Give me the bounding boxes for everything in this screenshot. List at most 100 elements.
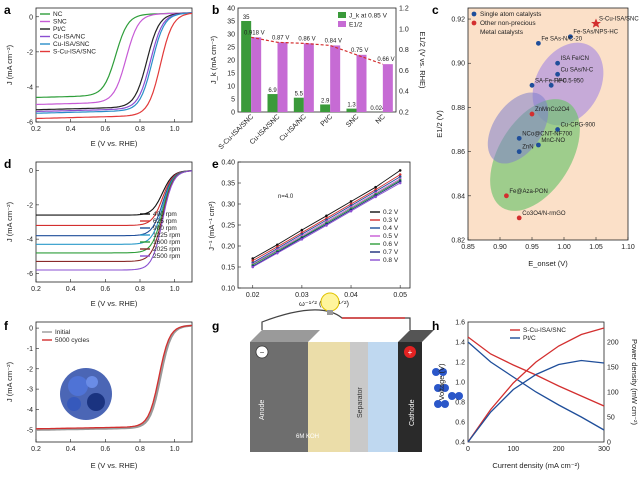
panel-b-legend-swatch-e12: [338, 21, 346, 27]
panel-f-ytick-1: -1: [27, 346, 33, 353]
light-bulb-icon: [321, 293, 339, 311]
panel-h-ylabel-left: Voltage (V): [437, 363, 446, 401]
panel-e-legend-label-1: 0.3 V: [383, 217, 399, 224]
panel-a-letter: a: [4, 3, 11, 17]
panel-h-xtick-1: 100: [507, 446, 519, 453]
panel-c-point-label-11: ZnN: [522, 145, 533, 151]
panel-c-xtick-3: 1.00: [557, 244, 571, 251]
panel-d-ytick-3: -6: [27, 271, 33, 278]
panel-e-ylabel: J⁻¹ (mA⁻¹ cm²): [207, 201, 216, 251]
panel-h-ytick-left-4: 1.2: [455, 360, 465, 367]
panel-h-ytick-left-5: 1.4: [455, 340, 465, 347]
panel-a-legend-label-1: SNC: [53, 19, 67, 26]
panel-b-letter: b: [212, 3, 219, 17]
panel-b-bar-jk-1: [267, 94, 277, 112]
panel-e-series-6: [253, 183, 401, 267]
panel-d-legend-label-5: 2025 rpm: [153, 246, 180, 253]
panel-f-ytick-5: -5: [27, 427, 33, 434]
panel-h-ytick-left-2: 0.8: [455, 400, 465, 407]
panel-e-annotation: n=4.0: [278, 194, 294, 200]
panel-d-ylabel: J (mA cm⁻²): [5, 201, 14, 242]
panel-c-point-9: [517, 136, 522, 141]
panel-b-legend-e12: E1/2: [349, 22, 363, 29]
panel-d-xlabel: E (V vs. RHE): [91, 299, 138, 308]
panel-c-point-label-6: Fe-0.5-950: [554, 78, 584, 84]
panel-c-point-label-3: ISA Fe/CN: [561, 56, 589, 62]
panel-b-category-4: SNC: [345, 113, 360, 128]
panel-a-xlabel: E (V vs. RHE): [91, 139, 138, 148]
panel-e-xtick-1: 0.03: [295, 292, 309, 299]
panel-c-point-label-1: Fe-SAs/NPS-HC: [573, 30, 618, 36]
panel-e-legend-label-6: 0.8 V: [383, 257, 399, 264]
panel-h-xtick-0: 0: [466, 446, 470, 453]
panel-a-legend-label-4: Cu-ISA/SNC: [53, 41, 90, 48]
panel-c-xlabel: E_onset (V): [528, 259, 568, 268]
panel-e-ytick-1: 0.15: [221, 265, 235, 272]
panel-a-ylabel: J (mA cm⁻²): [5, 44, 14, 85]
panel-h-ytick-right-3: 150: [607, 365, 619, 372]
panel-f-xtick-3: 0.8: [135, 446, 145, 453]
panel-e-ytick-3: 0.25: [221, 223, 235, 230]
panel-d-letter: d: [4, 157, 11, 171]
panel-b-e12-label-5: 0.66 V: [377, 57, 394, 63]
panel-d-ytick-1: -2: [27, 202, 33, 209]
panel-b-bar-e12-4: [357, 55, 367, 112]
panel-f-ytick-3: -3: [27, 387, 33, 394]
panel-b-e12-label-1: 0.87 V: [272, 35, 289, 41]
panel-b-ylabel-left: J_k (mA cm⁻²): [209, 35, 218, 84]
panel-b-category-5: NC: [375, 113, 387, 125]
panel-c-legend-marker-1: [472, 21, 477, 26]
panel-h-ytick-left-3: 1.0: [455, 380, 465, 387]
panel-h-letter: h: [432, 319, 439, 333]
panel-h-legend-label-0: S-Cu-ISA/SNC: [523, 327, 566, 334]
panel-f-ylabel: J (mA cm⁻²): [5, 361, 14, 402]
panel-e-legend-label-3: 0.5 V: [383, 233, 399, 240]
panel-d-ytick-0: 0: [29, 168, 33, 175]
panel-h-ytick-left-1: 0.6: [455, 420, 465, 427]
panel-b-ytick-left-4: 20: [227, 58, 235, 65]
panel-c-letter: c: [432, 3, 439, 17]
panel-b-ytick-left-6: 30: [227, 32, 235, 39]
panel-d-legend-label-4: 1600 rpm: [153, 239, 180, 246]
panel-a-ytick-1: -2: [27, 49, 33, 56]
panel-h-ytick-right-2: 100: [607, 390, 619, 397]
panel-c-point-3: [555, 61, 560, 66]
panel-b-ytick-right-3: 0.8: [399, 47, 409, 54]
panel-d-xtick-3: 0.8: [135, 286, 145, 293]
panel-c-point-label-2: Fe SAs-N/C-20: [541, 36, 582, 42]
panel-a-legend-label-2: Pt/C: [53, 26, 66, 33]
panel-e-letter: e: [212, 157, 219, 171]
panel-a-xtick-1: 0.4: [66, 126, 76, 133]
panel-c-point-2: [536, 41, 541, 46]
panel-e-legend-label-5: 0.7 V: [383, 249, 399, 256]
panel-f-xtick-2: 0.6: [100, 446, 110, 453]
panel-h-ytick-right-4: 200: [607, 340, 619, 347]
panel-c-point-12: [504, 193, 509, 198]
plus-sign: +: [408, 348, 413, 357]
panel-b-bar-jk-label-2: 5.5: [295, 92, 304, 98]
anode-label: Anode: [259, 400, 266, 420]
panel-d-legend-label-3: 1225 rpm: [153, 232, 180, 239]
panel-c-point-6: [549, 83, 554, 88]
panel-b-bar-jk-4: [346, 109, 356, 112]
panel-c-point-label-13: Co3O4/N-rmGO: [522, 211, 566, 217]
panel-b-ytick-right-0: 0.2: [399, 110, 409, 117]
panel-c-ytick-1: 0.84: [451, 193, 465, 200]
panel-c-point-10: [536, 143, 541, 148]
panel-c-xtick-4: 1.05: [589, 244, 603, 251]
panel-h-ytick-right-1: 50: [607, 415, 615, 422]
panel-d-legend-label-0: 400 rpm: [153, 211, 177, 218]
panel-b-ytick-left-7: 35: [227, 19, 235, 26]
panel-b-ytick-left-8: 40: [227, 6, 235, 13]
panel-a-legend-label-5: S-Cu-ISA/SNC: [53, 49, 96, 56]
panel-f-xlabel: E (V vs. RHE): [91, 461, 138, 470]
panel-a-legend-label-3: Cu-ISA/NC: [53, 34, 85, 41]
panel-a-xtick-3: 0.8: [135, 126, 145, 133]
panel-c-point-label-0: S-Cu-ISA/SNC: [599, 16, 639, 22]
panel-f-ytick-4: -4: [27, 407, 33, 414]
panel-c-ytick-4: 0.90: [451, 61, 465, 68]
panel-b-bar-e12-5: [383, 64, 393, 112]
panel-e-xtick-0: 0.02: [246, 292, 260, 299]
panel-c-xtick-2: 0.95: [525, 244, 539, 251]
